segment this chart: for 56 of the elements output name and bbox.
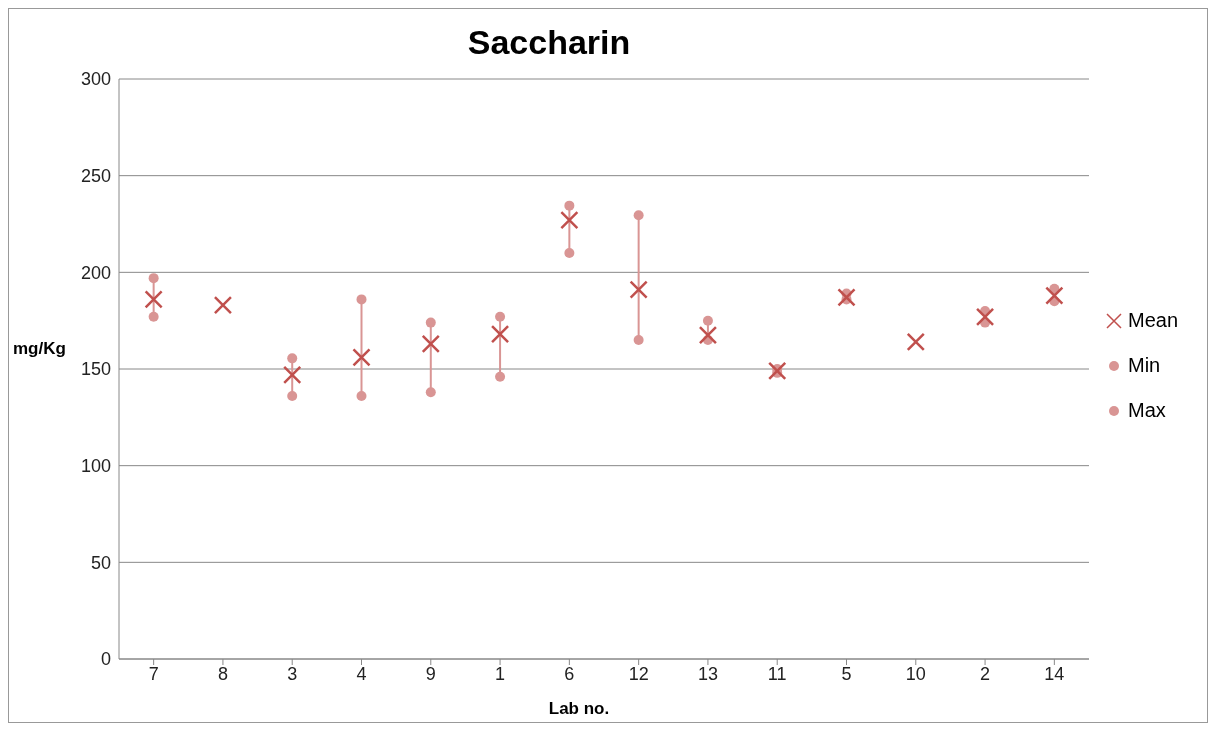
point <box>633 335 644 345</box>
x-tick-label: 13 <box>697 663 718 684</box>
y-tick-label: 200 <box>80 262 111 283</box>
point <box>564 200 575 211</box>
point <box>425 317 436 328</box>
point <box>356 294 367 305</box>
point <box>287 391 298 402</box>
x-tick-label: 14 <box>1044 663 1065 684</box>
x-tick-label: 1 <box>495 663 506 684</box>
x-tick-label: 7 <box>148 663 159 684</box>
point <box>421 334 441 354</box>
point <box>490 324 510 344</box>
chart-title: Saccharin <box>466 23 632 62</box>
y-tick-label: 300 <box>80 69 111 90</box>
point <box>698 325 718 345</box>
point <box>975 307 995 327</box>
y-tick-label: 100 <box>80 456 111 477</box>
x-tick-label: 12 <box>628 663 649 684</box>
point <box>495 371 506 382</box>
point <box>560 210 579 230</box>
legend-label: Max <box>1128 399 1166 422</box>
x-tick-label: 11 <box>767 663 787 684</box>
point <box>287 353 298 364</box>
point <box>767 361 787 381</box>
x-tick-label: 10 <box>905 663 926 684</box>
point <box>148 311 159 322</box>
point <box>702 315 713 326</box>
legend-label: Mean <box>1128 309 1179 332</box>
y-tick-label: 250 <box>80 166 111 187</box>
point <box>425 387 436 398</box>
x-axis-title: Lab no. <box>547 699 611 719</box>
y-tick-label: 150 <box>80 359 111 380</box>
x-tick-label: 9 <box>425 663 436 684</box>
point <box>1045 286 1064 305</box>
y-tick-label: 0 <box>100 649 111 670</box>
y-tick-label: 50 <box>90 552 111 573</box>
point <box>148 273 159 284</box>
x-tick-label: 2 <box>980 663 991 684</box>
point <box>629 280 648 299</box>
point <box>495 311 506 322</box>
x-tick-label: 5 <box>841 663 852 684</box>
point <box>144 290 163 309</box>
legend-label: Min <box>1128 354 1161 377</box>
point <box>564 248 575 258</box>
point <box>633 210 644 221</box>
y-axis-title: mg/Kg <box>13 339 66 359</box>
point <box>282 365 302 385</box>
point <box>213 295 233 315</box>
x-tick-label: 6 <box>564 663 575 684</box>
x-tick-label: 3 <box>287 663 298 684</box>
x-tick-label: 8 <box>217 663 228 684</box>
x-tick-label: 4 <box>356 663 367 684</box>
point <box>837 288 856 307</box>
point <box>906 332 926 352</box>
point <box>352 348 371 367</box>
point <box>356 391 367 402</box>
